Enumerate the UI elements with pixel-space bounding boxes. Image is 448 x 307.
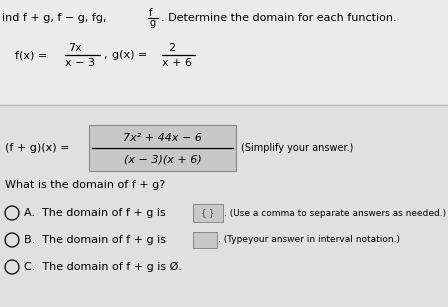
- Text: { }: { }: [201, 208, 215, 217]
- FancyBboxPatch shape: [89, 125, 236, 171]
- Text: What is the domain of f + g?: What is the domain of f + g?: [5, 180, 165, 190]
- Text: . (Use a comma to separate answers as needed.): . (Use a comma to separate answers as ne…: [224, 208, 446, 217]
- Text: x − 3: x − 3: [65, 58, 95, 68]
- FancyBboxPatch shape: [193, 232, 217, 248]
- Text: 2: 2: [168, 43, 175, 53]
- FancyBboxPatch shape: [0, 0, 448, 105]
- Text: 7x² + 44x − 6: 7x² + 44x − 6: [123, 133, 202, 143]
- Text: x + 6: x + 6: [162, 58, 192, 68]
- Text: g(x) =: g(x) =: [112, 50, 147, 60]
- Text: (Simplify your answer.): (Simplify your answer.): [241, 143, 353, 153]
- Text: . Determine the domain for each function.: . Determine the domain for each function…: [161, 13, 396, 23]
- Text: (x − 3)(x + 6): (x − 3)(x + 6): [124, 154, 201, 164]
- Text: g: g: [149, 18, 155, 28]
- Text: f: f: [149, 8, 152, 18]
- Text: 7x: 7x: [68, 43, 82, 53]
- Text: . (Typeyour answer in interval notation.): . (Typeyour answer in interval notation.…: [218, 235, 400, 244]
- FancyBboxPatch shape: [0, 105, 448, 307]
- Text: C.  The domain of f + g is Ø.: C. The domain of f + g is Ø.: [24, 262, 182, 272]
- Text: ,: ,: [103, 50, 107, 60]
- Text: f(x) =: f(x) =: [15, 50, 47, 60]
- Text: A.  The domain of f + g is: A. The domain of f + g is: [24, 208, 166, 218]
- Text: (f + g)(x) =: (f + g)(x) =: [5, 143, 69, 153]
- Text: ind f + g, f − g, fg,: ind f + g, f − g, fg,: [2, 13, 107, 23]
- FancyBboxPatch shape: [193, 204, 223, 222]
- Text: B.  The domain of f + g is: B. The domain of f + g is: [24, 235, 166, 245]
